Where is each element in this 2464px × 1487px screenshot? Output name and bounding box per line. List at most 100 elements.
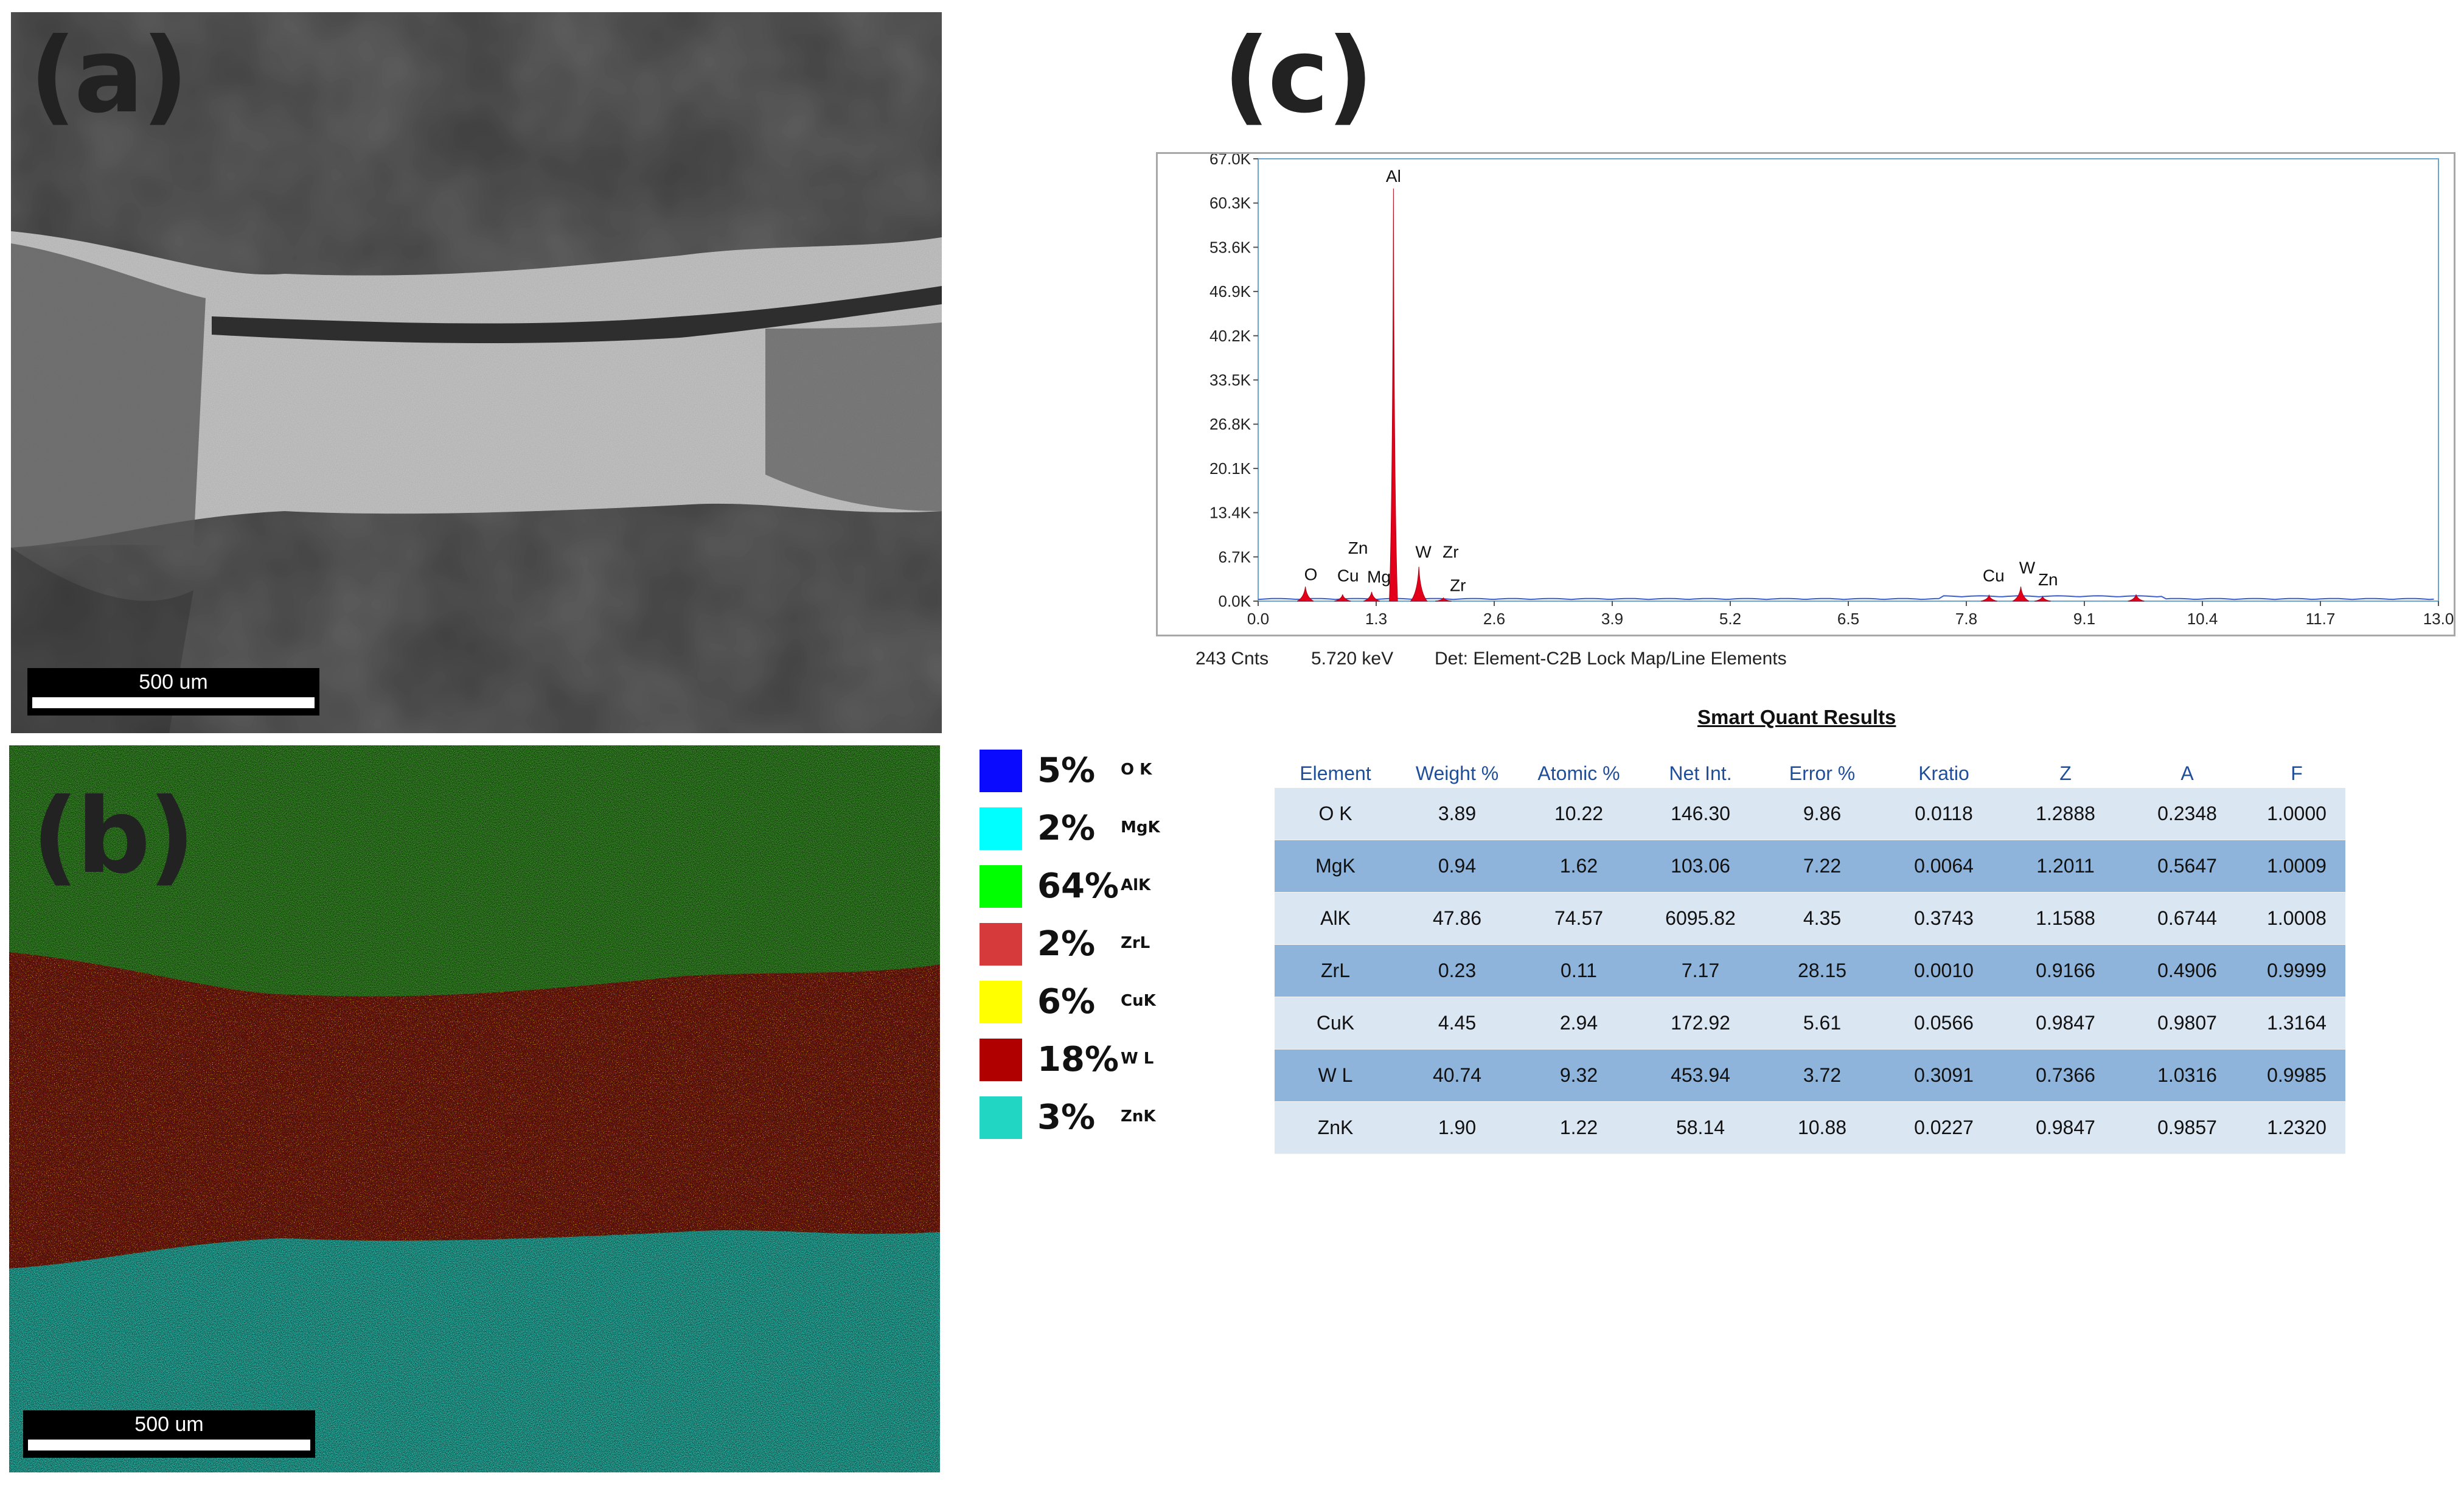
x-tick-label: 3.9: [1601, 610, 1623, 628]
table-row: O K 3.89 10.22 146.30 9.86 0.0118 1.2888 0.2348…: [1275, 788, 2345, 840]
table-cell: 5.61: [1761, 997, 1883, 1050]
legend-percent: 64%: [1037, 866, 1119, 906]
spectrum-peak: [2128, 594, 2145, 602]
table-row: W L 40.74 9.32 453.94 3.72 0.3091 0.7366 1.0316…: [1275, 1049, 2345, 1102]
y-tick-label: 6.7K: [1219, 548, 1251, 566]
x-tick-label: 2.6: [1483, 610, 1505, 628]
peak-label: O: [1304, 565, 1318, 583]
quant-body: O K 3.89 10.22 146.30 9.86 0.0118 1.2888 0.2348…: [1275, 788, 2345, 1154]
y-tick-label: 53.6K: [1209, 238, 1251, 256]
peak-label: Zn: [2038, 570, 2058, 589]
eds-spectrum: 0.0K 6.7K 13.4K 20.1K 26.8K 33.5K 40.2K 46.9K 53…: [1156, 150, 2455, 636]
x-tick-label: 10.4: [2187, 610, 2218, 628]
table-cell: MgK: [1275, 840, 1396, 893]
elemental-map: [9, 745, 940, 1472]
y-tick-label: 13.4K: [1209, 504, 1251, 522]
table-cell: AlK: [1275, 892, 1396, 945]
peak-label: Al: [1386, 167, 1401, 186]
table-cell: 58.14: [1640, 1101, 1761, 1154]
table-cell: ZnK: [1275, 1101, 1396, 1154]
table-cell: 40.74: [1396, 1049, 1518, 1102]
table-cell: 1.3164: [2248, 997, 2345, 1050]
table-row: MgK 0.94 1.62 103.06 7.22 0.0064 1.2011 0.5647 1…: [1275, 840, 2345, 893]
table-cell: W L: [1275, 1049, 1396, 1102]
scale-bar-label-b: 500 um: [134, 1413, 204, 1436]
spectrum-peak: [2012, 587, 2030, 602]
x-tick-label: 1.3: [1365, 610, 1387, 628]
legend-percent: 5%: [1037, 751, 1096, 790]
table-cell: 47.86: [1396, 892, 1518, 945]
peak-label: W: [1415, 542, 1432, 561]
y-tick-label: 20.1K: [1209, 459, 1251, 478]
column-header: Element: [1300, 762, 1371, 784]
eds-spectrum-plot: 0.0K 6.7K 13.4K 20.1K 26.8K 33.5K 40.2K 46.9K 53…: [1209, 150, 2454, 628]
y-tick-label: 26.8K: [1209, 415, 1251, 433]
table-cell: O K: [1275, 788, 1396, 840]
table-cell: 3.72: [1761, 1049, 1883, 1102]
table-cell: 0.23: [1396, 944, 1518, 997]
table-cell: 0.5647: [2126, 840, 2248, 893]
table-cell: 0.9999: [2248, 944, 2345, 997]
table-cell: 28.15: [1761, 944, 1883, 997]
column-header: F: [2291, 762, 2303, 784]
spectrum-peak: [1980, 594, 1997, 602]
table-cell: 103.06: [1640, 840, 1761, 893]
table-cell: 0.3091: [1883, 1049, 2005, 1102]
legend-swatch: [980, 865, 1022, 908]
y-tick-label: 67.0K: [1209, 154, 1251, 168]
legend-percent: 3%: [1037, 1098, 1096, 1137]
table-cell: 0.2348: [2126, 788, 2248, 840]
y-tick-label: 60.3K: [1209, 194, 1251, 212]
x-tick-label: 5.2: [1719, 610, 1741, 628]
legend-swatch: [980, 981, 1022, 1023]
table-cell: 0.0064: [1883, 840, 2005, 893]
table-cell: 10.22: [1518, 788, 1640, 840]
table-cell: 0.0118: [1883, 788, 2005, 840]
spectrum-counts: 243 Cnts: [1195, 649, 1269, 669]
table-cell: 453.94: [1640, 1049, 1761, 1102]
spectrum-peak: [2034, 595, 2051, 602]
table-cell: 1.2320: [2248, 1101, 2345, 1154]
table-cell: 1.2011: [2005, 840, 2126, 893]
table-cell: 74.57: [1518, 892, 1640, 945]
table-cell: 1.90: [1396, 1101, 1518, 1154]
legend-percent: 6%: [1037, 982, 1096, 1022]
x-tick-label: 13.0: [2423, 610, 2454, 628]
table-cell: 1.0009: [2248, 840, 2345, 893]
spectrum-peak: [1363, 591, 1380, 602]
scale-bar-line-b: [28, 1440, 310, 1450]
quant-header-row: Element Weight % Atomic % Net Int. Error % Kr…: [1275, 759, 2345, 788]
legend-swatch: [980, 923, 1022, 966]
x-tick-label: 0.0: [1247, 610, 1269, 628]
x-tick-label: 11.7: [2306, 610, 2336, 628]
peak-label: Mg: [1367, 568, 1391, 587]
table-cell: 0.4906: [2126, 944, 2248, 997]
legend-swatch: [980, 750, 1022, 792]
y-tick-label: 40.2K: [1209, 327, 1251, 345]
y-tick-label: 0.0K: [1219, 592, 1251, 610]
table-cell: 1.1588: [2005, 892, 2126, 945]
table-cell: 9.86: [1761, 788, 1883, 840]
column-header: Atomic %: [1537, 762, 1620, 784]
legend-percent: 2%: [1037, 924, 1096, 964]
table-cell: 1.2888: [2005, 788, 2126, 840]
table-cell: 9.32: [1518, 1049, 1640, 1102]
table-cell: ZrL: [1275, 944, 1396, 997]
background-trace: [1258, 595, 2434, 601]
table-row: CuK 4.45 2.94 172.92 5.61 0.0566 0.9847 0.9807 1…: [1275, 997, 2345, 1050]
quant-title: Smart Quant Results: [1697, 706, 1896, 728]
table-cell: 0.7366: [2005, 1049, 2126, 1102]
spectrum-energy: 5.720 keV: [1311, 649, 1394, 669]
peak-label: Cu: [1983, 566, 2005, 585]
table-cell: 0.9166: [2005, 944, 2126, 997]
table-cell: 0.9857: [2126, 1101, 2248, 1154]
table-cell: 0.0010: [1883, 944, 2005, 997]
table-cell: 6095.82: [1640, 892, 1761, 945]
table-row: ZnK 1.90 1.22 58.14 10.88 0.0227 0.9847 0.9857 1…: [1275, 1101, 2345, 1154]
table-cell: 10.88: [1761, 1101, 1883, 1154]
peak-label: Zr: [1443, 542, 1458, 561]
legend-swatch: [980, 807, 1022, 850]
x-tick-label: 9.1: [2073, 610, 2095, 628]
legend-element: ZrL: [1121, 934, 1150, 952]
legend-percent: 18%: [1037, 1040, 1119, 1079]
